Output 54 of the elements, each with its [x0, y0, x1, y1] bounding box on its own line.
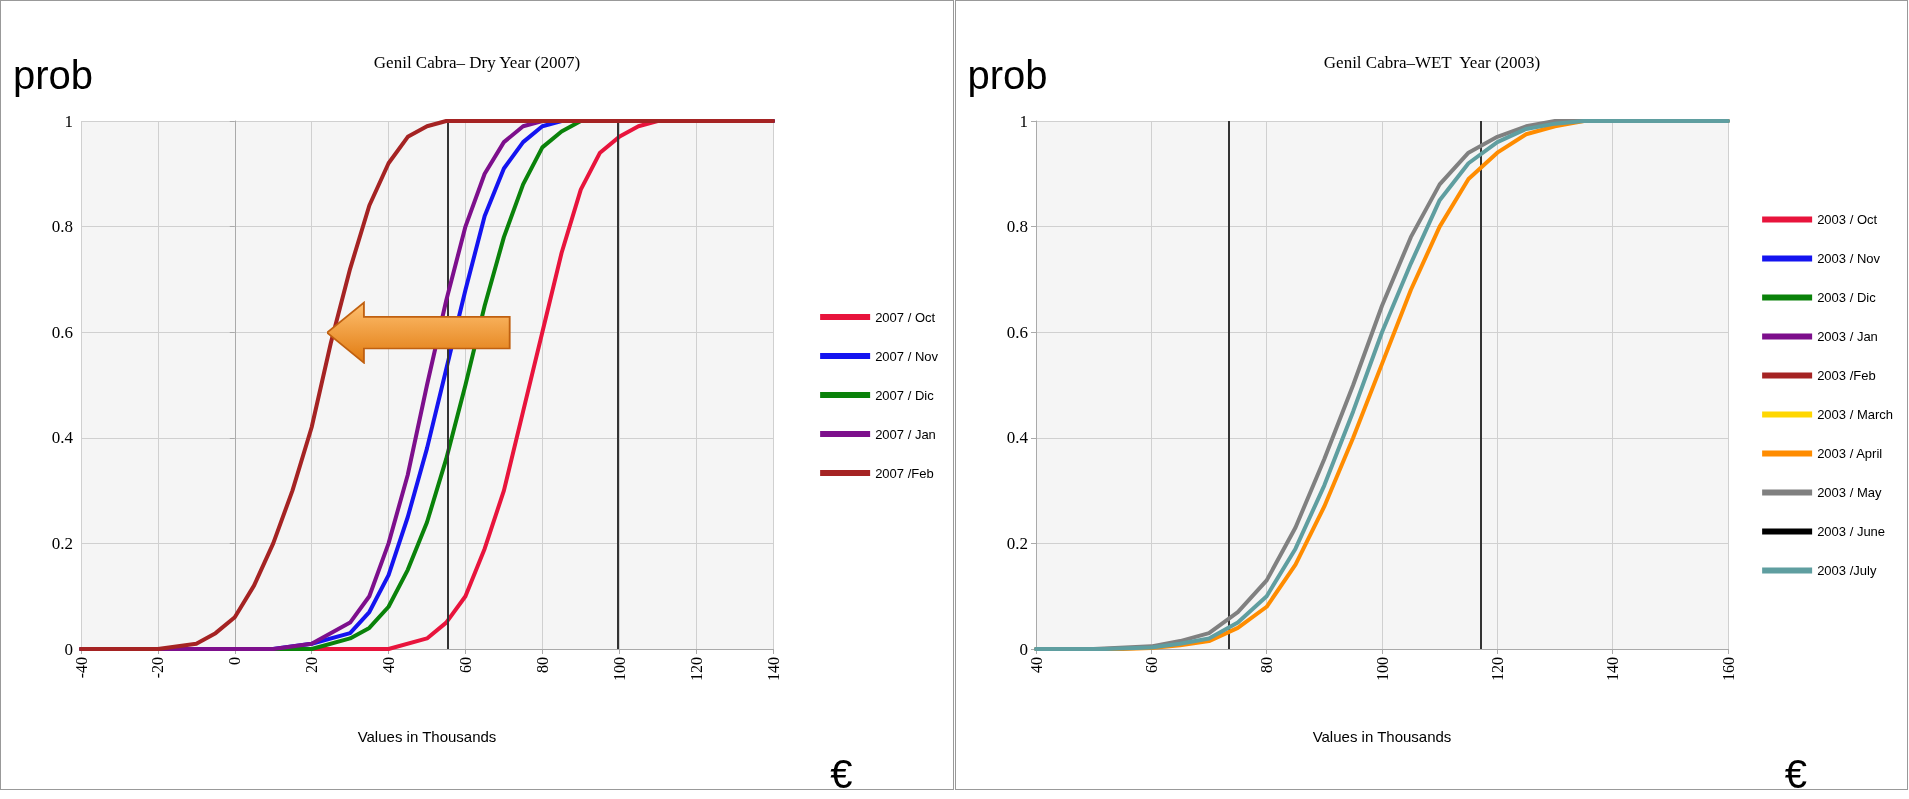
x-tick-label: 140 [1603, 657, 1621, 681]
chart-title: Genil Cabra– Dry Year (2007) [373, 53, 581, 72]
legend-label: 2003 / Nov [1816, 251, 1880, 266]
x-tick-label: 100 [610, 657, 628, 681]
x-axis-title: Values in Thousands [1312, 728, 1451, 745]
legend-label: 2007 /Feb [875, 465, 934, 481]
y-tick-label: 0.6 [51, 322, 73, 342]
text: € [830, 752, 853, 797]
legend-label: 2003 / Dic [1816, 290, 1876, 305]
legend-label: 2003 /Feb [1816, 368, 1876, 383]
legend-label: 2003 /July [1816, 563, 1877, 578]
x-tick-label: 140 [764, 657, 782, 681]
y-tick-label: 0.8 [1006, 217, 1028, 237]
x-tick-label: 0 [226, 657, 244, 665]
line-series [1033, 119, 1730, 651]
legend-label: 2003 / May [1816, 485, 1882, 500]
chart-title: Genil Cabra–WET Year (2003) [1323, 53, 1540, 72]
legend-label: 2003 / Jan [1816, 329, 1878, 344]
x-axis-title: Values in Thousands [357, 728, 497, 745]
legend-label: 2003 / March [1816, 407, 1893, 422]
y-tick-label: 0.4 [51, 428, 74, 448]
y-axis-title: prob [967, 53, 1048, 98]
y-tick-label: 0.2 [51, 533, 73, 553]
y-tick-label: 1 [1019, 111, 1028, 131]
y-tick-label: 0 [1019, 639, 1028, 659]
legend-label: 2007 / Jan [875, 426, 936, 442]
x-tick-label: 80 [1257, 657, 1275, 673]
x-tick-label: 120 [687, 657, 705, 681]
line-series [79, 119, 775, 651]
y-tick-label: 0.6 [1006, 322, 1028, 342]
y-tick-label: 0.4 [1006, 428, 1028, 448]
y-tick-label: 0 [64, 639, 73, 659]
x-tick-label: 20 [303, 657, 321, 673]
y-tick-label: 0.2 [1006, 533, 1028, 553]
x-tick-label: 100 [1373, 657, 1390, 681]
legend-label: 2007 / Dic [875, 387, 935, 403]
x-tick-label: 60 [1142, 657, 1160, 673]
x-tick-label: -20 [149, 657, 167, 679]
y-tick-label: 1 [64, 111, 73, 131]
x-tick-label: 160 [1719, 657, 1736, 681]
legend-label: 2007 / Nov [875, 348, 939, 364]
legend-label: 2003 / June [1816, 524, 1885, 539]
x-tick-label: 40 [380, 657, 398, 673]
y-tick-label: 0.8 [51, 217, 73, 237]
legend-label: 2003 / April [1816, 446, 1882, 461]
x-tick-label: 120 [1488, 657, 1506, 681]
x-tick-label: 80 [533, 657, 551, 673]
x-tick-label: -40 [72, 657, 90, 679]
y-axis-title: prob [13, 53, 94, 98]
legend-label: 2007 / Oct [875, 309, 936, 325]
x-tick-label: 40 [1027, 657, 1044, 673]
text: € [1784, 752, 1807, 797]
legend-label: 2003 / Oct [1816, 212, 1877, 227]
x-tick-label: 60 [456, 657, 474, 673]
